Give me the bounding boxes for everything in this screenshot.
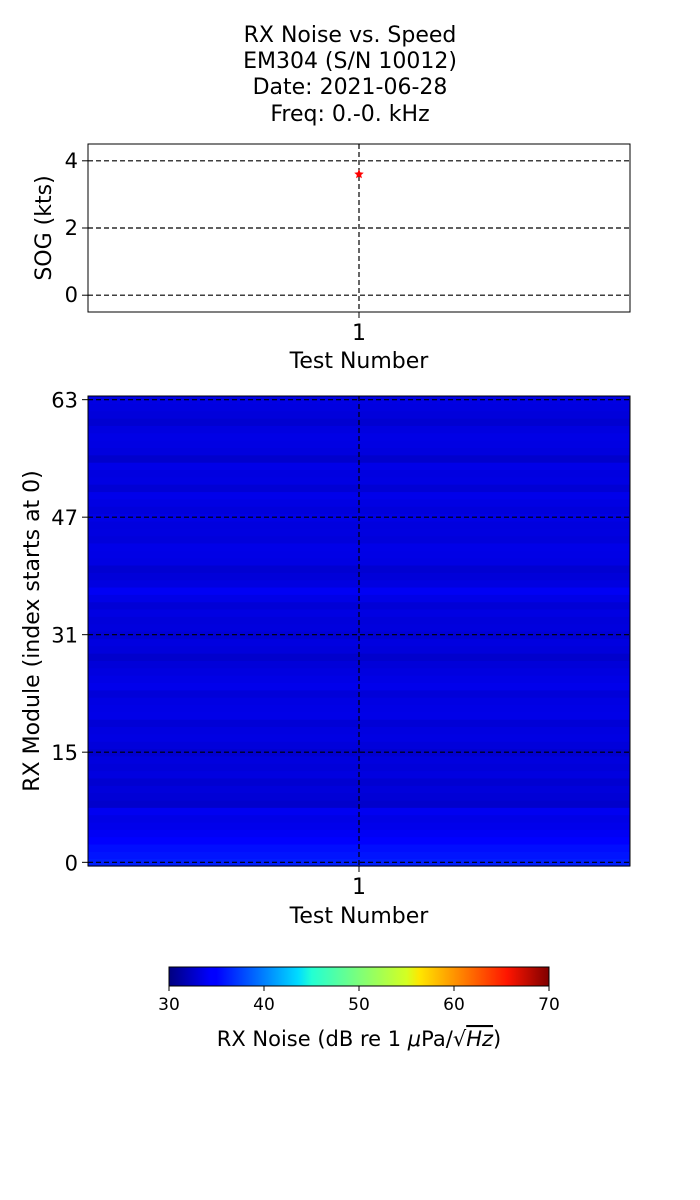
heatmap-cell — [88, 623, 630, 632]
heatmap-cell — [88, 535, 630, 544]
sog-x-axis-label: Test Number — [289, 349, 430, 374]
sog-y-tick-label: 4 — [65, 149, 78, 173]
colorbar-tick-label: 60 — [443, 995, 465, 1015]
heatmap-cell — [88, 454, 630, 463]
heatmap-cell — [88, 711, 630, 720]
heatmap-y-axis-label: RX Module (index starts at 0) — [20, 470, 45, 791]
heatmap-y-tick-label: 31 — [51, 624, 78, 648]
heatmap-cell — [88, 829, 630, 838]
heatmap-cell — [88, 814, 630, 823]
heatmap-y-ticks: 0 15 31 47 63 — [51, 389, 88, 875]
colorbar-label-unit: Pa/ — [421, 1027, 454, 1051]
colorbar-label-suffix: ) — [493, 1027, 501, 1051]
heatmap-y-tick-label: 47 — [51, 506, 78, 530]
heatmap-cell — [88, 733, 630, 742]
heatmap-cell — [88, 726, 630, 735]
title-line-3: Date: 2021-06-28 — [253, 75, 448, 100]
heatmap-cell — [88, 653, 630, 661]
sog-y-ticks: 0 2 4 — [65, 149, 88, 307]
sog-scatter-plot: 0 2 4 1 Test Number SOG (kts) — [32, 143, 631, 374]
sog-x-tick-label: 1 — [352, 321, 366, 346]
sog-grid — [88, 144, 630, 312]
colorbar-tick-label: 40 — [253, 995, 275, 1015]
title-line-2: EM304 (S/N 10012) — [243, 49, 457, 74]
heatmap-grid — [88, 396, 630, 866]
sog-y-tick-label: 2 — [65, 216, 78, 240]
colorbar-label: RX Noise (dB re 1 μPa/√Hz) — [217, 1027, 501, 1051]
colorbar-label-prefix: RX Noise (dB re 1 — [217, 1027, 408, 1051]
colorbar-label-hz: Hz — [466, 1027, 494, 1051]
title-line-4: Freq: 0.-0. kHz — [270, 102, 429, 127]
sog-marks — [354, 169, 364, 179]
heatmap-cell — [88, 719, 630, 728]
heatmap-cell — [88, 821, 630, 830]
sog-y-tick-label: 0 — [65, 283, 78, 307]
heatmap-cell — [88, 557, 630, 566]
sog-data-point — [354, 169, 364, 179]
heatmap-cell — [88, 631, 630, 639]
colorbar-gradient — [168, 966, 550, 987]
heatmap-cell — [88, 447, 630, 456]
heatmap-cell — [88, 550, 630, 559]
colorbar-tick-label: 70 — [538, 995, 560, 1015]
sog-y-axis-label: SOG (kts) — [32, 175, 57, 280]
colorbar-ticks: 30 40 50 60 70 — [158, 986, 560, 1015]
heatmap-cell — [88, 807, 630, 816]
heatmap-cell — [88, 741, 630, 750]
heatmap-cell — [88, 542, 630, 551]
heatmap-x-axis-label: Test Number — [289, 904, 430, 929]
title-line-1: RX Noise vs. Speed — [244, 23, 457, 48]
heatmap-y-tick-label: 63 — [51, 389, 78, 413]
heatmap-x-tick-label: 1 — [352, 875, 366, 900]
heatmap-cell — [88, 469, 630, 478]
heatmap-cell — [88, 645, 630, 654]
heatmap-cell — [88, 799, 630, 808]
colorbar-label-mu: μ — [407, 1027, 421, 1051]
sog-x-ticks: 1 — [352, 312, 366, 346]
rx-noise-heatmap: 0 15 31 47 63 1 Test Number RX Module (index… — [20, 389, 631, 929]
heatmap-cell — [88, 462, 630, 471]
colorbar-tick-label: 50 — [348, 995, 370, 1015]
colorbar-tick-label: 30 — [158, 995, 180, 1015]
heatmap-y-tick-label: 0 — [65, 851, 78, 875]
heatmap-cell — [88, 638, 630, 647]
figure-title: RX Noise vs. Speed EM304 (S/N 10012) Dat… — [243, 23, 457, 127]
heatmap-y-tick-label: 15 — [51, 741, 78, 765]
heatmap-x-ticks: 1 — [352, 866, 366, 900]
colorbar: 30 40 50 60 70 RX Noise (dB re 1 μPa/√Hz) — [158, 966, 560, 1051]
sqrt-sign: √ — [453, 1027, 467, 1051]
